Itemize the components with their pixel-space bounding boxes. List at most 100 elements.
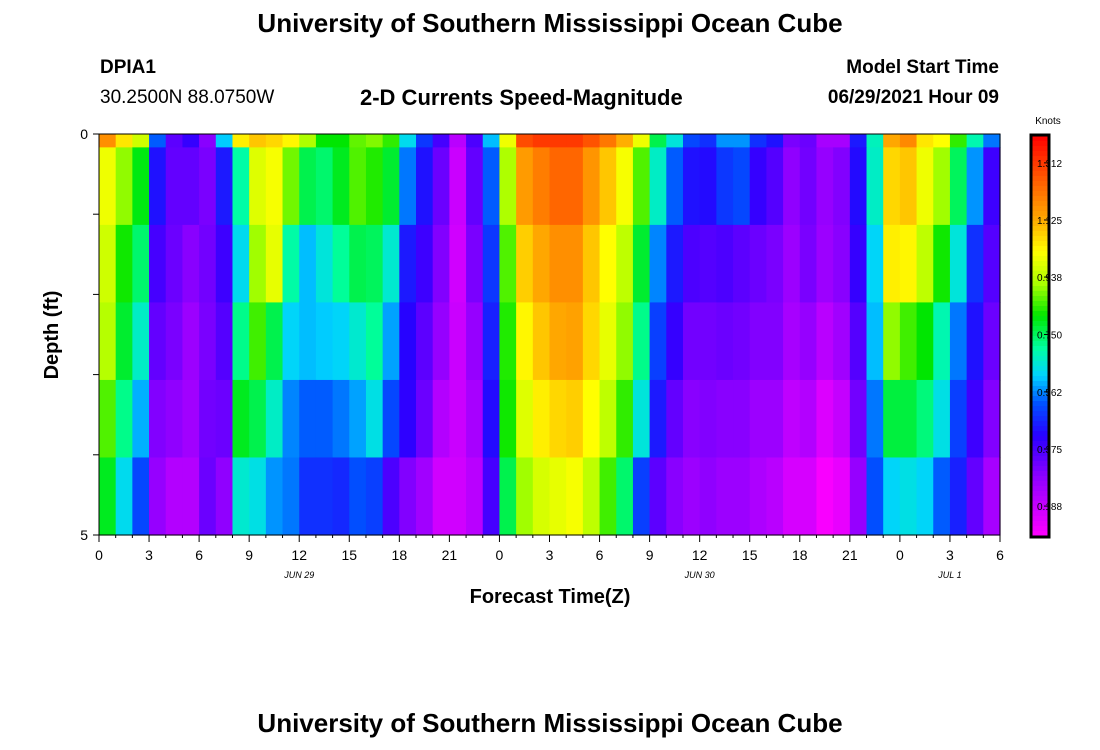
heatmap-cell [299, 457, 317, 536]
heatmap-cell [716, 147, 734, 226]
heatmap-cell [833, 147, 851, 226]
heatmap-cell [816, 379, 834, 459]
heatmap-cell [833, 134, 851, 148]
heatmap-cell [215, 302, 234, 381]
heatmap-cells [99, 134, 1001, 536]
heatmap-cell [733, 134, 751, 148]
heatmap-cell [482, 457, 501, 536]
heatmap-cell [265, 379, 284, 459]
colorbar-segment [1032, 276, 1048, 282]
heatmap-cell [949, 224, 968, 304]
x-tick-label: 6 [996, 547, 1004, 563]
heatmap-cell [532, 379, 551, 459]
heatmap-cell [816, 224, 834, 304]
colorbar-segment [1032, 456, 1048, 462]
heatmap-cell [249, 457, 267, 536]
colorbar-segment [1032, 211, 1048, 217]
heatmap-cell [466, 302, 484, 381]
y-axis-title: Depth (ft) [41, 291, 63, 380]
heatmap-cell [115, 224, 133, 304]
heatmap-cell [716, 302, 734, 381]
heatmap-cell [566, 379, 584, 459]
heatmap-cell [265, 134, 284, 148]
colorbar-segment [1032, 356, 1048, 362]
heatmap-cell [466, 134, 484, 148]
heatmap-cell [315, 134, 334, 148]
heatmap-cell [566, 134, 584, 148]
colorbar-segment [1032, 136, 1048, 142]
heatmap-cell [983, 224, 1001, 304]
colorbar-segment [1032, 206, 1048, 212]
heatmap-cell [682, 379, 701, 459]
heatmap-cell [332, 134, 350, 148]
heatmap-cell [783, 147, 801, 226]
heatmap-cell [499, 379, 517, 459]
x-tick-label: 15 [742, 547, 758, 563]
colorbar-segment [1032, 366, 1048, 372]
heatmap-cell [365, 457, 384, 536]
colorbar-unit-label: Knots [1035, 116, 1061, 127]
heatmap-cell [99, 457, 117, 536]
heatmap-cell [916, 134, 934, 148]
heatmap-cell [682, 147, 701, 226]
heatmap-cell [616, 134, 634, 148]
heatmap-cell [482, 147, 501, 226]
heatmap-cell [816, 457, 834, 536]
heatmap-cell [899, 302, 918, 381]
heatmap-cell [916, 302, 934, 381]
heatmap-cell [582, 457, 601, 536]
heatmap-cell [499, 302, 517, 381]
colorbar-segment [1032, 226, 1048, 232]
colorbar-segment [1032, 416, 1048, 422]
heatmap-cell [182, 457, 200, 536]
colorbar-segment [1032, 216, 1048, 222]
heatmap-cell [165, 302, 184, 381]
heatmap-cell [883, 134, 901, 148]
heatmap-cell [616, 302, 634, 381]
heatmap-cell [315, 147, 334, 226]
heatmap-cell [466, 457, 484, 536]
heatmap-cell [566, 302, 584, 381]
heatmap-cell [933, 457, 951, 536]
heatmap-cell [532, 302, 551, 381]
heatmap-cell [532, 457, 551, 536]
heatmap-cell [649, 302, 667, 381]
heatmap-cell [966, 224, 984, 304]
x-tick-label: 6 [596, 547, 604, 563]
colorbar-segment [1032, 491, 1048, 497]
heatmap-cell [949, 147, 968, 226]
heatmap-cell [299, 302, 317, 381]
heatmap-cell [132, 147, 150, 226]
heatmap-cell [666, 224, 684, 304]
heatmap-cell [149, 302, 167, 381]
heatmap-cell [632, 134, 651, 148]
heatmap-cell [315, 224, 334, 304]
heatmap-cell [916, 379, 934, 459]
heatmap-cell [182, 379, 200, 459]
heatmap-cell [983, 379, 1001, 459]
heatmap-cell [182, 134, 200, 148]
colorbar-tick-label: 1.312 [1037, 159, 1062, 170]
heatmap-cell [282, 147, 300, 226]
heatmap-cell [99, 302, 117, 381]
heatmap-cell [516, 147, 534, 226]
heatmap-cell [616, 224, 634, 304]
colorbar-segment [1032, 446, 1048, 452]
heatmap-cell [115, 379, 133, 459]
heatmap-cell [966, 379, 984, 459]
x-tick-label: 0 [896, 547, 904, 563]
heatmap-cell [549, 457, 567, 536]
colorbar-segment [1032, 181, 1048, 187]
heatmap-cell [516, 302, 534, 381]
heatmap-cell [749, 224, 768, 304]
heatmap-cell [549, 224, 567, 304]
heatmap-cell [666, 134, 684, 148]
heatmap-cell [299, 147, 317, 226]
heatmap-cell [983, 457, 1001, 536]
model-start-value: 06/29/2021 Hour 09 [827, 87, 999, 108]
colorbar-segment [1032, 521, 1048, 527]
heatmap-cell [299, 134, 317, 148]
heatmap-cell [983, 302, 1001, 381]
colorbar-segment [1032, 426, 1048, 432]
heatmap-cell [232, 457, 250, 536]
